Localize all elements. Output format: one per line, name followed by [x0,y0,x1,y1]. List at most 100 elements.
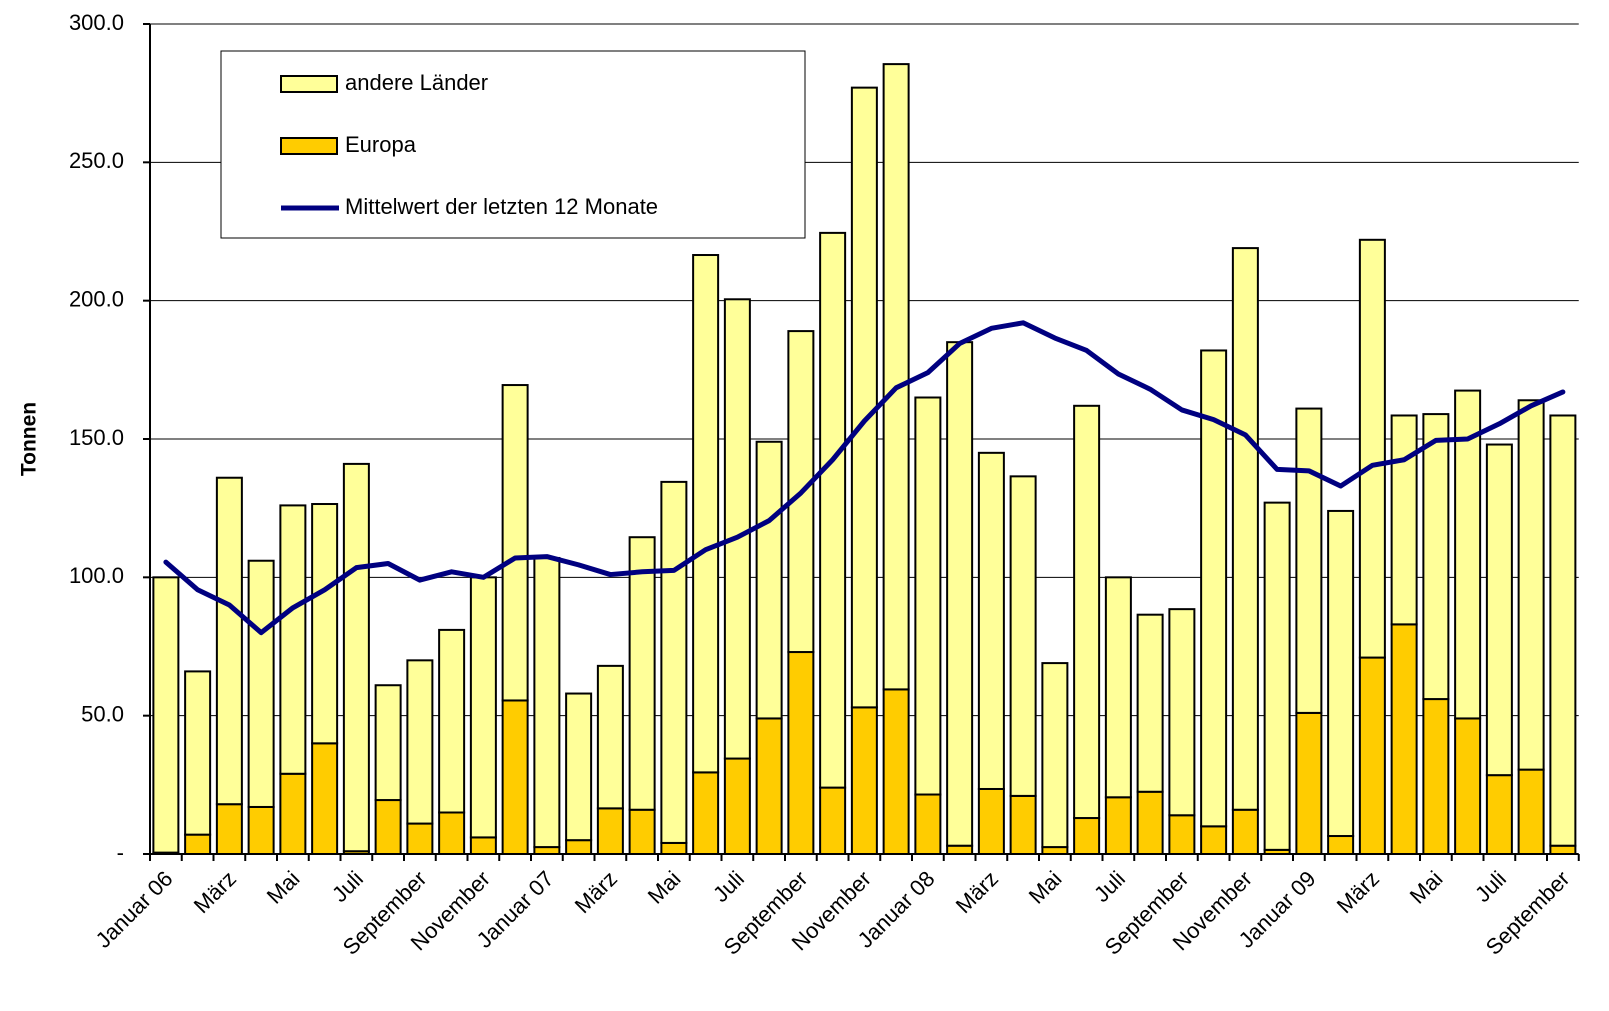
bar-segment [819,786,847,855]
bar-segment [723,298,751,760]
x-tick-label: März [1332,866,1384,918]
bar-segment [819,231,847,789]
legend-swatch [280,75,338,93]
bar-segment [882,688,910,856]
bar-segment [438,811,466,855]
y-tick-label: 200.0 [69,286,124,311]
bar-segment [723,757,751,855]
bar-segment [1136,790,1164,855]
bar-segment [215,476,243,806]
x-tick-label: März [951,866,1003,918]
x-tick-label: Juli [327,866,368,907]
bar-segment [469,836,497,856]
bar-segment [1485,774,1513,856]
x-tick-label: Mai [643,866,686,909]
bar-segment [1168,814,1196,855]
bar-segment [946,341,974,847]
bar-segment [311,503,339,745]
bar-segment [279,772,307,855]
bar-segment [565,839,593,856]
bar-segment [1454,389,1482,720]
bar-segment [215,803,243,856]
bar-segment [1454,717,1482,856]
legend-swatch [280,137,338,155]
bar-segment [1517,399,1545,771]
bar-segment [184,670,212,836]
y-tick-label: 150.0 [69,425,124,450]
bar-segment [501,384,529,702]
bar-segment [946,844,974,856]
bar-segment [914,396,942,796]
bar-segment [1104,576,1132,799]
x-tick-label: Juli [708,866,749,907]
bar-segment [1041,662,1069,849]
bar-segment [1231,247,1259,811]
bar-segment [247,805,275,856]
bar-segment [279,504,307,775]
legend-label: andere Länder [345,70,488,95]
bar-segment [1517,768,1545,855]
bar-segment [406,822,434,855]
bar-segment [565,692,593,842]
bar-segment [977,787,1005,856]
bar-segment [247,559,275,808]
y-tick-label: 50.0 [81,701,124,726]
y-axis-label: Tonnen [18,402,41,476]
bar-segment [1136,613,1164,793]
bar-segment [1327,509,1355,838]
bar-segment [1549,414,1577,847]
line-series [163,320,1566,636]
bar-segment [882,63,910,691]
bar-segment [406,659,434,825]
x-tick-label: Mai [1405,866,1448,909]
bar-segment [692,254,720,774]
bar-segment [533,556,561,849]
bar-segment [533,846,561,855]
bar-segment [1390,623,1418,855]
bar-segment [787,651,815,855]
x-tick-label: Juli [1089,866,1130,907]
x-tick-label: Mai [262,866,305,909]
x-tick-label: März [189,866,241,918]
bar-segment [311,742,339,855]
bar-segment [469,576,497,839]
bar-segment [660,480,688,844]
bar-segment [1422,413,1450,701]
x-tick-label: Mai [1024,866,1067,909]
bar-segment [152,576,180,854]
bar-segment [1104,796,1132,855]
bar-segment [755,440,783,720]
y-tick-label: 300.0 [69,10,124,35]
bar-segment [1073,817,1101,855]
bar-segment [787,330,815,654]
bar-segment [1073,404,1101,820]
bar-segment [850,86,878,709]
bar-segment [1263,501,1291,851]
bar-segment [374,684,402,802]
bar-segment [342,462,370,853]
bar-segment [692,771,720,856]
bar-segment [1358,656,1386,855]
bar-segment [1295,711,1323,856]
legend-label: Mittelwert der letzten 12 Monate [345,194,658,219]
bar-segment [628,808,656,856]
bar-segment [977,451,1005,790]
bar-segment [1390,414,1418,626]
bar-segment [1295,407,1323,714]
x-tick-label: Juli [1470,866,1511,907]
bar-segment [1549,844,1577,856]
bar-segment [850,706,878,855]
bar-segment [501,699,529,856]
y-tick-label: 100.0 [69,563,124,588]
x-tick-label: Januar 06 [91,866,178,953]
y-tick-label: - [117,840,124,865]
bar-segment [1485,443,1513,777]
bar-segment [914,793,942,855]
bar-segment [1168,608,1196,817]
bar-segment [374,799,402,855]
bar-segment [1009,794,1037,856]
bar-segment [628,536,656,811]
bar-segment [1422,698,1450,855]
